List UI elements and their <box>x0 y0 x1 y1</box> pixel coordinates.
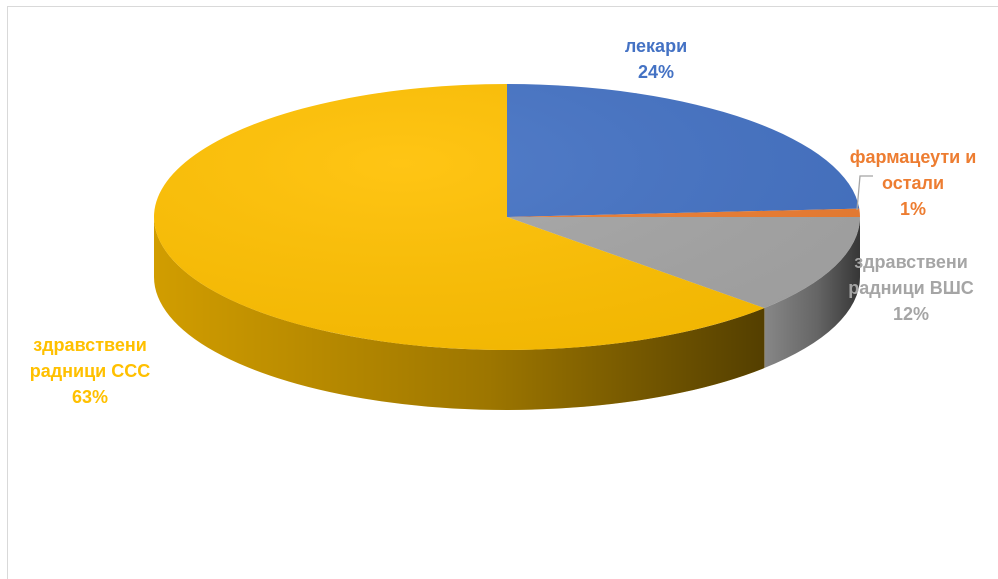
data-label-percent: 12% <box>893 304 929 324</box>
leader-lines <box>856 175 873 211</box>
data-label-name: здравствени <box>854 252 968 272</box>
pie-sides <box>154 217 860 410</box>
data-label-0: лекари 24% <box>625 36 687 82</box>
leader-line-small-slice <box>856 175 873 211</box>
data-label-percent: 1% <box>900 199 926 219</box>
data-label-name: радници ВШС <box>848 278 974 298</box>
data-label-3: здравствени радници ССС 63% <box>30 335 151 407</box>
data-label-name: радници ССС <box>30 361 151 381</box>
data-label-2: здравствени радници ВШС 12% <box>848 252 974 324</box>
data-label-name: остали <box>882 173 944 193</box>
pie-top-highlight <box>154 84 860 350</box>
data-labels: лекари 24% фармацеути и остали 1% здравствени… <box>30 36 977 407</box>
pie-side-shade-3 <box>154 217 765 410</box>
data-label-percent: 24% <box>638 62 674 82</box>
data-label-name: фармацеути и <box>850 147 977 167</box>
pie-tops <box>153 83 860 351</box>
data-label-1: фармацеути и остали 1% <box>850 147 977 219</box>
data-label-percent: 63% <box>72 387 108 407</box>
pie-side-shade-2 <box>764 217 860 369</box>
data-label-name: здравствени <box>33 335 147 355</box>
data-label-name: лекари <box>625 36 687 56</box>
